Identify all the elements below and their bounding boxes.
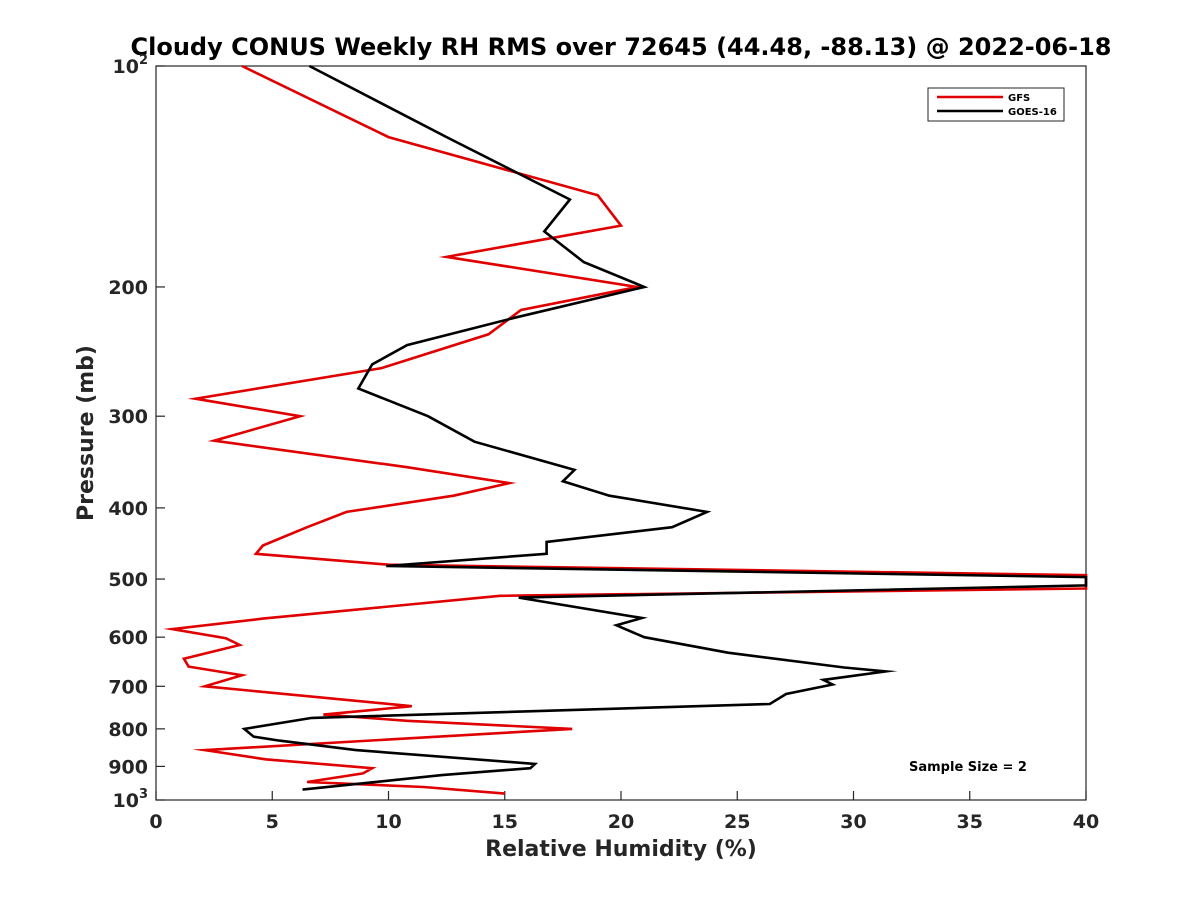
y-tick-label: 102 [113,53,149,78]
y-tick-label: 600 [108,627,148,649]
x-tick-label: 15 [492,811,518,833]
x-axis: 0 5 10 15 20 25 30 35 40 [149,791,1099,833]
legend-label-gfs: GFS [1008,93,1030,104]
y-tick-exponent: 3 [139,787,148,802]
x-tick-label: 0 [149,811,162,833]
y-axis-label: Pressure (mb) [74,345,99,521]
chart-title: Cloudy CONUS Weekly RH RMS over 72645 (4… [131,33,1112,61]
series-layer [163,64,1088,795]
x-tick-label: 20 [608,811,634,833]
x-tick-label: 5 [266,811,279,833]
legend-label-goes-16: GOES-16 [1008,107,1057,118]
sample-size-annotation: Sample Size = 2 [909,760,1027,775]
plot-area [155,65,1087,801]
y-tick-label: 200 [108,277,148,299]
y-tick-label: 300 [108,406,148,428]
plot-frame [155,65,1087,801]
y-tick-label: 103 [113,787,149,812]
y-tick-label: 900 [108,756,148,778]
legend-box [927,87,1065,122]
y-tick-label: 800 [108,719,148,741]
x-tick-label: 10 [375,811,401,833]
y-tick-label: 400 [108,498,148,520]
y-tick-exponent: 2 [139,53,148,68]
series-line-goes-16 [241,64,1088,791]
x-axis-label: Relative Humidity (%) [485,837,757,862]
y-tick-label: 500 [108,569,148,591]
x-tick-label: 40 [1073,811,1099,833]
y-tick-base: 10 [113,790,139,812]
legend: GFS GOES-16 [927,87,1065,122]
x-tick-label: 25 [724,811,750,833]
x-tick-label: 30 [840,811,866,833]
y-tick-label: 700 [108,676,148,698]
y-tick-base: 10 [113,56,139,78]
x-tick-label: 35 [957,811,983,833]
series-line-gfs [163,64,1088,795]
